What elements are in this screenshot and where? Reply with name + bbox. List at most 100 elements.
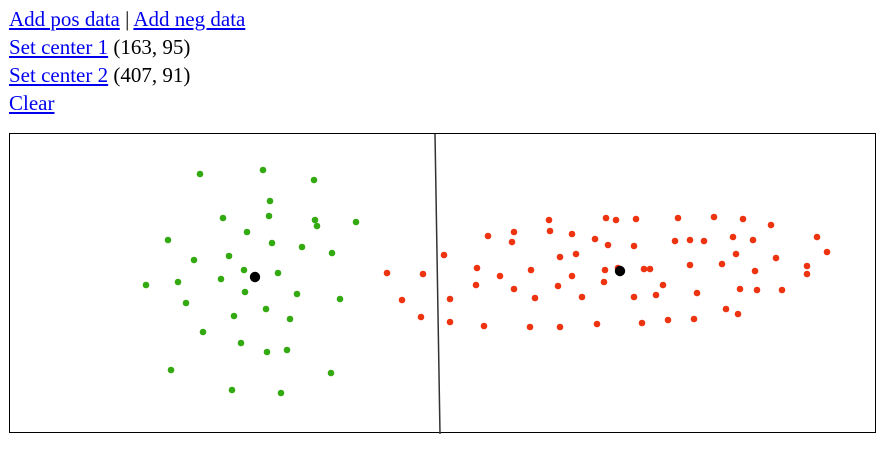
positive-point — [313, 222, 321, 230]
negative-point — [578, 293, 586, 301]
negative-point — [630, 293, 638, 301]
positive-point — [268, 239, 276, 247]
negative-point — [749, 236, 757, 244]
negative-point — [472, 281, 480, 289]
center-1-marker[interactable] — [249, 271, 261, 283]
positive-point — [142, 281, 150, 289]
positive-point — [328, 249, 336, 257]
decision-boundary-line — [434, 134, 441, 434]
positive-point — [199, 328, 207, 336]
negative-point — [526, 323, 534, 331]
negative-point — [446, 295, 454, 303]
positive-point — [263, 348, 271, 356]
negative-point — [690, 315, 698, 323]
negative-point — [484, 232, 492, 240]
negative-point — [572, 250, 580, 258]
negative-point — [751, 267, 759, 275]
positive-point — [298, 243, 306, 251]
negative-point — [686, 236, 694, 244]
positive-point — [174, 278, 182, 286]
positive-point — [230, 312, 238, 320]
add-neg-data-link[interactable]: Add neg data — [133, 7, 246, 31]
negative-point — [508, 238, 516, 246]
positive-point — [266, 197, 274, 205]
positive-point — [219, 214, 227, 222]
negative-point — [671, 237, 679, 245]
negative-point — [710, 213, 718, 221]
negative-point — [674, 214, 682, 222]
set-center-2-link[interactable]: Set center 2 — [9, 63, 109, 87]
negative-point — [632, 215, 640, 223]
negative-point — [718, 260, 726, 268]
negative-point — [739, 215, 747, 223]
negative-point — [734, 310, 742, 318]
clear-row: Clear — [9, 89, 245, 117]
positive-point — [352, 218, 360, 226]
negative-point — [640, 265, 648, 273]
data-canvas[interactable] — [9, 133, 877, 434]
center-1-coords: (163, 95) — [113, 35, 191, 59]
positive-point — [182, 299, 190, 307]
negative-point — [778, 286, 786, 294]
negative-point — [813, 233, 821, 241]
positive-point — [262, 305, 270, 313]
negative-point — [612, 216, 620, 224]
negative-point — [398, 296, 406, 304]
add-pos-data-link[interactable]: Add pos data — [9, 7, 120, 31]
set-center-1-link[interactable]: Set center 1 — [9, 35, 109, 59]
link-separator: | — [125, 7, 130, 31]
negative-point — [693, 289, 701, 297]
negative-point — [510, 228, 518, 236]
negative-point — [545, 216, 553, 224]
negative-point — [686, 261, 694, 269]
negative-point — [510, 285, 518, 293]
positive-point — [327, 369, 335, 377]
negative-point — [417, 313, 425, 321]
controls-panel: Add pos data | Add neg data Set center 1… — [9, 5, 245, 117]
negative-point — [630, 242, 638, 250]
negative-point — [604, 241, 612, 249]
negative-point — [736, 285, 744, 293]
negative-point — [600, 278, 608, 286]
negative-point — [652, 291, 660, 299]
positive-point — [259, 166, 267, 174]
positive-point — [243, 228, 251, 236]
negative-point — [546, 227, 554, 235]
negative-point — [767, 221, 775, 229]
positive-point — [167, 366, 175, 374]
center-1-row: Set center 1 (163, 95) — [9, 33, 245, 61]
negative-point — [638, 319, 646, 327]
negative-point — [803, 262, 811, 270]
negative-point — [601, 266, 609, 274]
negative-point — [383, 269, 391, 277]
clear-link[interactable]: Clear — [9, 91, 55, 115]
negative-point — [527, 266, 535, 274]
positive-point — [310, 176, 318, 184]
positive-point — [217, 275, 225, 283]
center-2-marker[interactable] — [614, 265, 626, 277]
negative-point — [729, 233, 737, 241]
positive-point — [283, 346, 291, 354]
positive-point — [237, 339, 245, 347]
positive-point — [228, 386, 236, 394]
positive-point — [286, 315, 294, 323]
positive-point — [225, 252, 233, 260]
negative-point — [473, 264, 481, 272]
negative-point — [772, 254, 780, 262]
plot-svg[interactable] — [10, 134, 877, 434]
positive-point — [336, 295, 344, 303]
negative-point — [531, 294, 539, 302]
positive-point — [277, 389, 285, 397]
negative-point — [568, 230, 576, 238]
negative-point — [556, 253, 564, 261]
negative-point — [753, 286, 761, 294]
negative-point — [732, 250, 740, 258]
positive-point — [293, 290, 301, 298]
negative-point — [659, 281, 667, 289]
negative-point — [480, 322, 488, 330]
negative-point — [591, 235, 599, 243]
positive-point — [274, 269, 282, 277]
positive-point — [164, 236, 172, 244]
negative-point — [440, 251, 448, 259]
center-2-row: Set center 2 (407, 91) — [9, 61, 245, 89]
